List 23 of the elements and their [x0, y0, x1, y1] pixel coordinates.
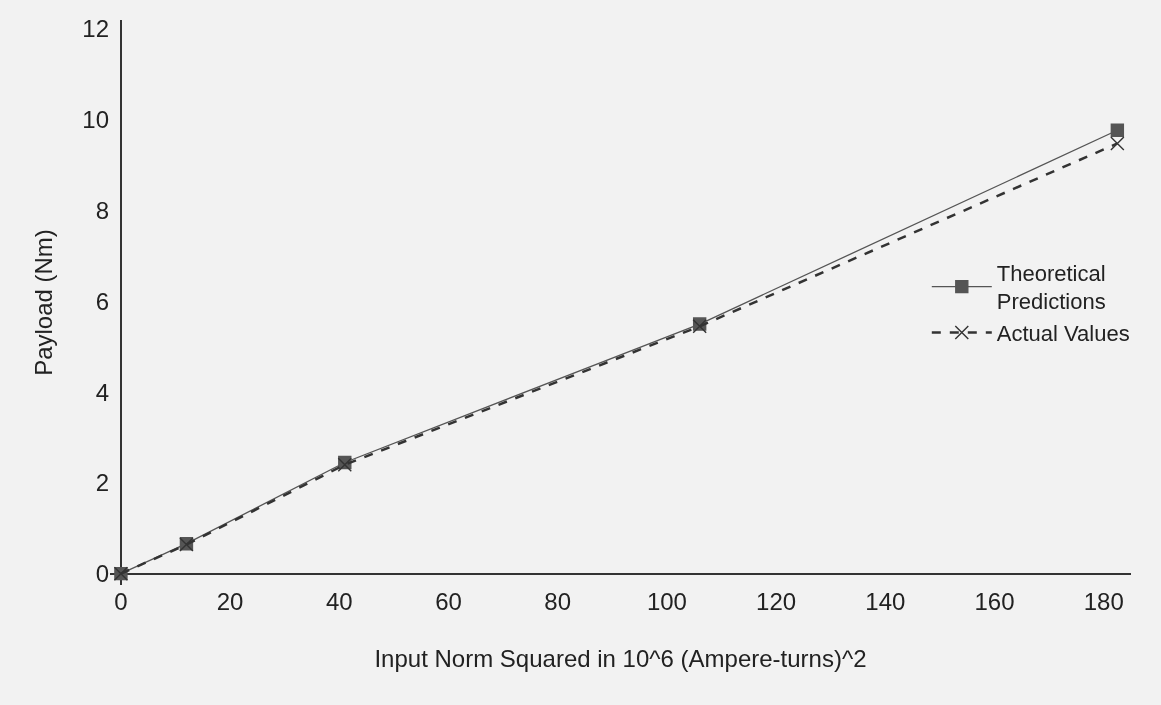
y-tick-label: 6 — [95, 287, 109, 315]
y-tick-label: 8 — [95, 197, 109, 224]
x-tick-label: 180 — [1083, 588, 1124, 615]
y-tick-label: 10 — [82, 106, 109, 134]
x-tick-label: 60 — [435, 588, 462, 615]
y-tick-label: 0 — [95, 560, 109, 588]
x-tick-label: 0 — [114, 588, 128, 615]
point — [1110, 123, 1125, 137]
x-tick-label: 40 — [325, 588, 353, 615]
y-tick-label: 4 — [95, 378, 109, 406]
x-tick-label: 120 — [756, 588, 797, 615]
x-tick-label: 80 — [544, 588, 572, 615]
x-tick-label: 100 — [646, 588, 687, 615]
legend-label: Actual Values — [996, 321, 1130, 347]
y-tick-label: 12 — [82, 15, 109, 43]
y-axis-title: Payload (Nm) — [30, 229, 57, 376]
point — [1110, 136, 1125, 151]
x-tick-label: 160 — [974, 588, 1015, 615]
y-tick-label: 2 — [95, 469, 109, 497]
x-axis-title: Input Norm Squared in 10^6 (Ampere-turns)^2 — [374, 645, 867, 672]
x-tick-label: 20 — [216, 588, 244, 615]
x-tick-label: 140 — [865, 588, 906, 615]
legend-label: Theoretical Predictions — [996, 260, 1106, 315]
